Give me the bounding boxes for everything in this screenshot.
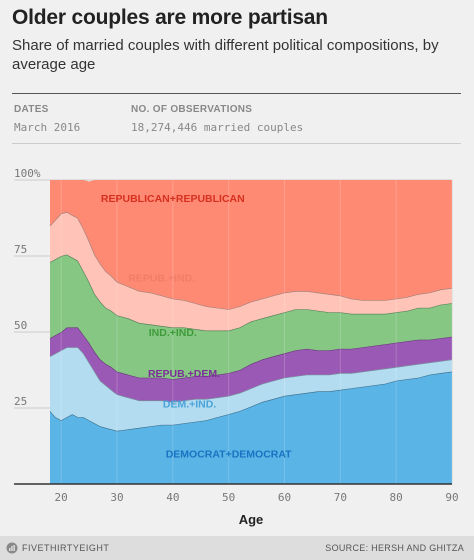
area-repub-dem xyxy=(50,327,452,402)
area-dem-ind xyxy=(50,347,452,431)
dates-label: DATES xyxy=(14,104,49,115)
series-label-ind-ind: IND.+IND. xyxy=(149,327,197,339)
chart-subtitle: Share of married couples with different … xyxy=(12,37,439,73)
brand-name: FIVETHIRTYEIGHT xyxy=(22,543,110,553)
x-tick-label-80: 80 xyxy=(390,491,403,504)
observations-value: 18,274,446 married couples xyxy=(131,121,304,134)
x-tick-label-70: 70 xyxy=(334,491,347,504)
observations-label: NO. OF OBSERVATIONS xyxy=(131,104,253,115)
y-tick-label-100: 100% xyxy=(14,167,41,180)
series-label-dem-ind: DEM.+IND. xyxy=(163,398,216,410)
series-label-repub-ind: REPUB.+IND. xyxy=(128,272,195,284)
series-label-repub-dem: REPUB.+DEM. xyxy=(148,368,220,380)
source-note: SOURCE: HERSH AND GHITZA xyxy=(325,543,464,553)
dates-value: March 2016 xyxy=(14,121,81,134)
y-tick-label-50: 50 xyxy=(14,319,27,332)
footer-bar: FIVETHIRTYEIGHT SOURCE: HERSH AND GHITZA xyxy=(0,536,474,560)
y-tick-label-25: 25 xyxy=(14,395,27,408)
x-tick-label-30: 30 xyxy=(110,491,123,504)
series-label-democrat-democrat: DEMOCRAT+DEMOCRAT xyxy=(166,449,292,461)
area-republican-republican xyxy=(50,180,452,310)
fivethirtyeight-logo-icon xyxy=(6,542,18,554)
x-tick-label-20: 20 xyxy=(55,491,68,504)
x-tick-label-40: 40 xyxy=(166,491,179,504)
chart-title: Older couples are more partisan xyxy=(12,6,328,29)
area-ind-ind xyxy=(50,254,452,380)
x-axis-label: Age xyxy=(239,512,264,527)
series-label-republican-republican: REPUBLICAN+REPUBLICAN xyxy=(101,193,245,205)
y-tick-label-75: 75 xyxy=(14,243,27,256)
x-tick-label-60: 60 xyxy=(278,491,291,504)
x-tick-label-90: 90 xyxy=(445,491,458,504)
area-democrat-democrat xyxy=(50,371,452,484)
meta-top-rule xyxy=(12,93,461,94)
stacked-area-chart: DEMOCRAT+DEMOCRAT DEM.+IND. REPUB.+DEM. IND… xyxy=(14,167,459,527)
x-tick-label-50: 50 xyxy=(222,491,235,504)
meta-bottom-rule xyxy=(12,143,461,144)
area-repub-ind xyxy=(50,211,452,331)
